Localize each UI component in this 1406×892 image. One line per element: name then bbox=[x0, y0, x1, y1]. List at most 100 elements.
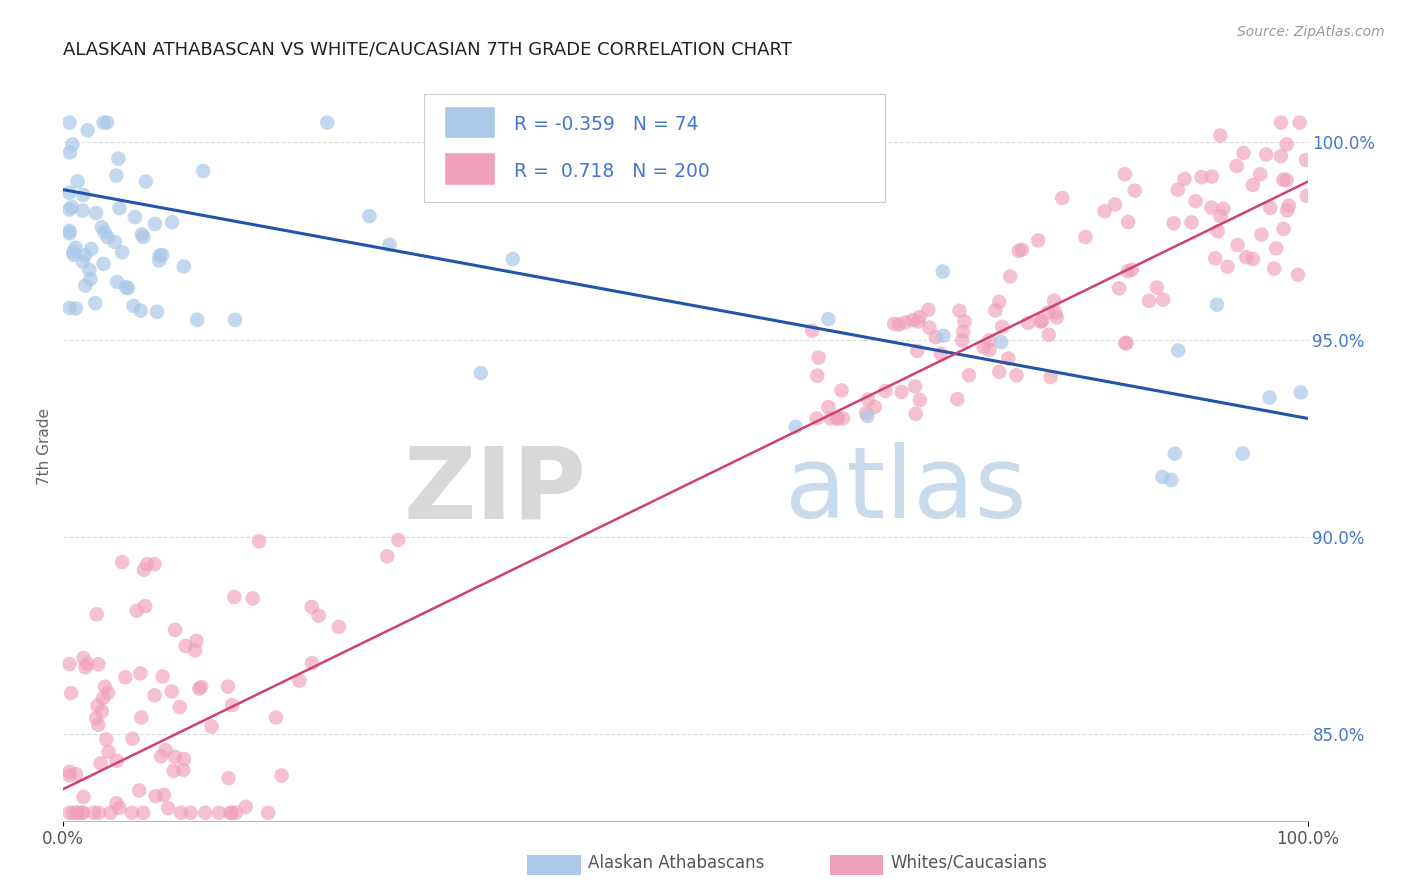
Point bbox=[150, 749, 173, 764]
Point bbox=[1174, 172, 1197, 186]
Point bbox=[132, 805, 155, 820]
Point bbox=[131, 227, 153, 242]
Point bbox=[72, 805, 94, 820]
Point bbox=[1258, 201, 1281, 215]
Point bbox=[931, 264, 953, 278]
Point bbox=[1201, 169, 1223, 184]
Point bbox=[288, 673, 311, 688]
Point bbox=[132, 230, 155, 244]
Point bbox=[94, 680, 117, 694]
Point bbox=[125, 604, 148, 618]
Point bbox=[979, 343, 1001, 357]
Point bbox=[91, 691, 114, 706]
Text: Source: ZipAtlas.com: Source: ZipAtlas.com bbox=[1237, 25, 1385, 39]
Point bbox=[952, 325, 974, 339]
Y-axis label: 7th Grade: 7th Grade bbox=[37, 408, 52, 484]
Point bbox=[111, 555, 134, 569]
Point bbox=[111, 245, 134, 260]
Point bbox=[1163, 216, 1185, 230]
Point bbox=[894, 315, 917, 329]
Point bbox=[66, 805, 89, 820]
Point bbox=[104, 235, 127, 249]
Point bbox=[1108, 281, 1130, 295]
Point bbox=[1265, 241, 1288, 255]
Point bbox=[1275, 173, 1298, 187]
Point bbox=[827, 411, 849, 425]
Point bbox=[114, 670, 136, 684]
Point bbox=[90, 705, 112, 719]
Point bbox=[988, 295, 1011, 310]
Point bbox=[58, 202, 80, 217]
Point bbox=[301, 656, 323, 670]
Point bbox=[84, 711, 107, 725]
Point bbox=[991, 319, 1014, 334]
Point bbox=[1167, 183, 1189, 197]
Point bbox=[1241, 178, 1264, 192]
Point bbox=[225, 805, 247, 820]
Point bbox=[875, 384, 897, 398]
Point bbox=[242, 591, 264, 606]
Text: Whites/Caucasians: Whites/Caucasians bbox=[890, 854, 1047, 871]
Point bbox=[150, 248, 173, 262]
Point bbox=[378, 237, 401, 252]
Text: ALASKAN ATHABASCAN VS WHITE/CAUCASIAN 7TH GRADE CORRELATION CHART: ALASKAN ATHABASCAN VS WHITE/CAUCASIAN 7T… bbox=[63, 41, 792, 59]
Point bbox=[163, 749, 186, 764]
Point bbox=[87, 717, 110, 731]
Point bbox=[173, 752, 195, 766]
Point bbox=[785, 420, 807, 434]
Point bbox=[1008, 244, 1031, 258]
Point bbox=[84, 206, 107, 220]
Point bbox=[62, 805, 84, 820]
Point bbox=[1036, 305, 1059, 319]
Point bbox=[224, 590, 246, 604]
Point bbox=[72, 203, 94, 218]
Text: R =  0.718   N = 200: R = 0.718 N = 200 bbox=[513, 161, 710, 180]
Point bbox=[901, 313, 924, 327]
Point bbox=[856, 409, 879, 423]
Point bbox=[58, 224, 80, 238]
Point bbox=[80, 242, 103, 256]
Point bbox=[984, 303, 1007, 318]
Text: Alaskan Athabascans: Alaskan Athabascans bbox=[588, 854, 763, 871]
Point bbox=[60, 200, 83, 214]
Point bbox=[907, 315, 929, 329]
Point bbox=[1288, 115, 1310, 129]
Point bbox=[990, 335, 1012, 350]
Point bbox=[72, 651, 94, 665]
Point bbox=[470, 366, 492, 380]
Point bbox=[79, 272, 101, 286]
Point bbox=[1250, 227, 1272, 242]
Point bbox=[1206, 298, 1229, 312]
Point bbox=[191, 164, 214, 178]
Point bbox=[997, 351, 1019, 366]
Point bbox=[219, 805, 242, 820]
Point bbox=[807, 351, 830, 365]
Point bbox=[90, 220, 112, 235]
Point bbox=[832, 411, 855, 425]
Point bbox=[1254, 147, 1277, 161]
Point bbox=[863, 400, 886, 414]
Point bbox=[1234, 250, 1257, 264]
Point bbox=[1050, 191, 1073, 205]
Point bbox=[107, 152, 129, 166]
Point bbox=[96, 115, 118, 129]
Point bbox=[97, 745, 120, 759]
Point bbox=[173, 260, 195, 274]
Point bbox=[128, 783, 150, 797]
Point bbox=[1039, 370, 1062, 384]
Point bbox=[1278, 198, 1301, 212]
Point bbox=[1263, 261, 1285, 276]
Point bbox=[59, 145, 82, 160]
Point bbox=[160, 684, 183, 698]
Point bbox=[155, 743, 177, 757]
Point bbox=[143, 688, 166, 702]
Point bbox=[1275, 203, 1298, 218]
Point bbox=[1094, 204, 1116, 219]
Point bbox=[194, 805, 217, 820]
Point bbox=[132, 563, 155, 577]
Point bbox=[172, 763, 194, 777]
Point bbox=[72, 187, 94, 202]
Point bbox=[1201, 201, 1223, 215]
Point bbox=[502, 252, 524, 266]
Point bbox=[1249, 167, 1271, 181]
